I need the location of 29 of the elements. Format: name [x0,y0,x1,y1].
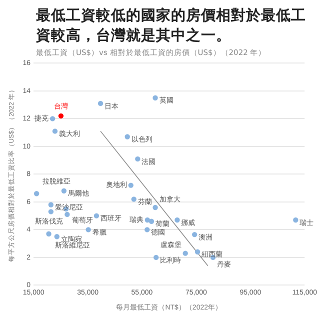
point [50,116,56,122]
point [86,227,91,232]
point [128,182,134,188]
point [46,231,52,236]
point [94,213,100,218]
point [148,218,154,224]
point [48,202,54,208]
point [34,191,40,196]
point [192,232,198,238]
point [98,100,104,106]
point [144,217,150,223]
point [52,128,58,134]
point [61,188,67,194]
point [293,217,298,223]
point [135,156,140,162]
point [64,212,70,218]
point [194,249,200,254]
point [174,217,180,223]
point [153,254,159,260]
point [58,113,64,119]
point [152,95,158,100]
point [54,234,60,240]
point [152,204,158,210]
point [182,250,188,256]
point [124,134,130,140]
point [48,209,54,214]
point [131,196,136,202]
point [144,227,150,232]
chart-title: 最低工資較低的國家的房價相對於最低工資較高，台灣就是其中之一。 [36,6,306,46]
